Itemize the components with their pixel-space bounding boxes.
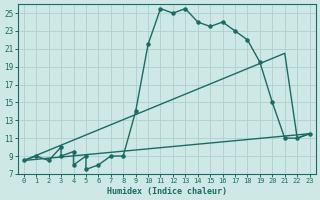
X-axis label: Humidex (Indice chaleur): Humidex (Indice chaleur) [107,187,227,196]
